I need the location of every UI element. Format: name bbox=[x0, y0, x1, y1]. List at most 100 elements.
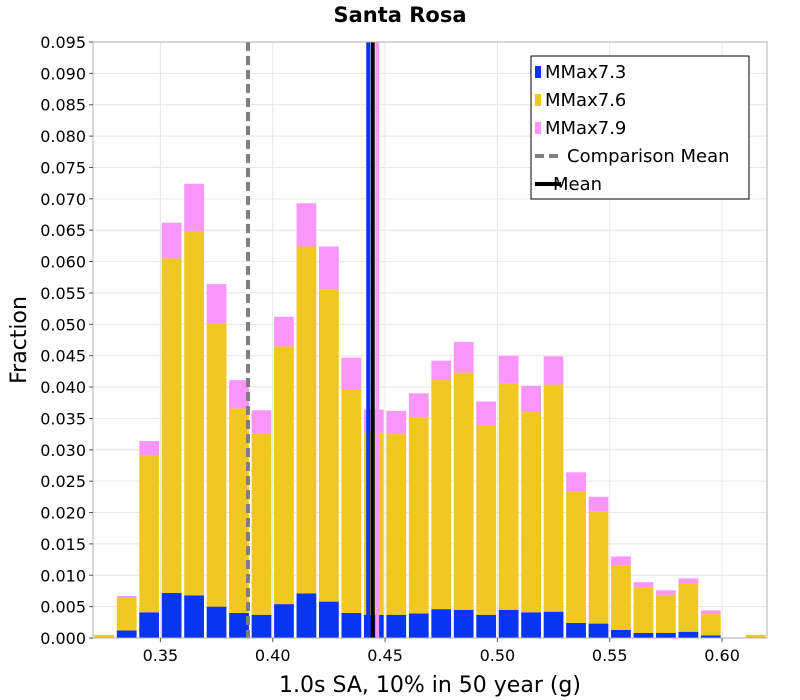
chart-title: Santa Rosa bbox=[333, 3, 466, 27]
bar-segment-mmax7-9 bbox=[274, 316, 294, 347]
bar-segment-mmax7-6 bbox=[656, 594, 676, 633]
bar-segment-mmax7-3 bbox=[588, 623, 609, 638]
bar-segment-mmax7-6 bbox=[319, 289, 339, 602]
bar-segment-mmax7-3 bbox=[453, 609, 474, 638]
legend-swatch bbox=[535, 122, 541, 134]
bar-segment-mmax7-9 bbox=[566, 472, 586, 492]
y-tick-label: 0.000 bbox=[40, 629, 86, 648]
bar-segment-mmax7-9 bbox=[116, 595, 137, 598]
bar-segment-mmax7-6 bbox=[251, 433, 272, 615]
x-tick-label: 0.50 bbox=[480, 646, 516, 665]
bar-segment-mmax7-9 bbox=[341, 357, 362, 389]
bar-segment-mmax7-9 bbox=[678, 578, 699, 584]
bar-segment-mmax7-6 bbox=[139, 455, 160, 613]
y-tick-label: 0.010 bbox=[40, 566, 86, 585]
bar-segment-mmax7-9 bbox=[431, 360, 452, 381]
bar-segment-mmax7-9 bbox=[656, 590, 676, 595]
bar-segment-mmax7-6 bbox=[566, 491, 586, 623]
vertical-lines-layer bbox=[246, 42, 380, 638]
y-tick-label: 0.060 bbox=[40, 253, 86, 272]
bar-segment-mmax7-6 bbox=[678, 583, 699, 632]
bar-segment-mmax7-3 bbox=[521, 612, 541, 638]
bar-segment-mmax7-9 bbox=[543, 356, 564, 385]
legend-label: MMax7.9 bbox=[545, 118, 626, 139]
bar-segment-mmax7-9 bbox=[161, 222, 182, 259]
bar-segment-mmax7-6 bbox=[611, 565, 631, 630]
y-tick-label: 0.055 bbox=[40, 284, 86, 303]
bar-segment-mmax7-9 bbox=[611, 556, 631, 566]
bar-segment-mmax7-6 bbox=[476, 425, 497, 615]
legend-label: MMax7.6 bbox=[545, 90, 626, 111]
bar-segment-mmax7-6 bbox=[206, 323, 227, 607]
bar-segment-mmax7-3 bbox=[700, 635, 721, 638]
legend-swatch bbox=[535, 66, 541, 78]
bar-segment-mmax7-6 bbox=[94, 634, 115, 638]
bar-segment-mmax7-3 bbox=[251, 614, 272, 638]
y-tick-label: 0.005 bbox=[40, 598, 86, 617]
y-tick-label: 0.075 bbox=[40, 158, 86, 177]
x-axis-title: 1.0s SA, 10% in 50 year (g) bbox=[279, 673, 581, 698]
y-axis-ticks: 0.000 0.005 0.010 0.015 0.020 0.025 0.030 0.035… bbox=[40, 33, 93, 648]
bar-segment-mmax7-9 bbox=[633, 582, 654, 588]
bar-segment-mmax7-6 bbox=[633, 587, 654, 633]
bar-segment-mmax7-6 bbox=[543, 384, 564, 612]
bar-segment-mmax7-9 bbox=[476, 401, 497, 426]
y-tick-label: 0.035 bbox=[40, 409, 86, 428]
legend-box bbox=[530, 55, 750, 200]
y-tick-label: 0.015 bbox=[40, 535, 86, 554]
bar-segment-mmax7-9 bbox=[408, 393, 429, 418]
bar-segment-mmax7-6 bbox=[341, 388, 362, 613]
bar-segment-mmax7-3 bbox=[139, 612, 160, 638]
bar-segment-mmax7-6 bbox=[229, 408, 249, 613]
bar-segment-mmax7-3 bbox=[319, 601, 339, 638]
bar-segment-mmax7-6 bbox=[274, 346, 294, 605]
bar-segment-mmax7-3 bbox=[633, 632, 654, 638]
bar-segment-mmax7-9 bbox=[386, 410, 407, 435]
legend-label: MMax7.3 bbox=[545, 62, 626, 83]
y-tick-label: 0.085 bbox=[40, 96, 86, 115]
bar-segment-mmax7-3 bbox=[543, 611, 564, 638]
bar-segment-mmax7-9 bbox=[521, 385, 541, 413]
bar-segment-mmax7-6 bbox=[745, 634, 766, 638]
bar-segment-mmax7-3 bbox=[184, 595, 204, 638]
grid-layer bbox=[93, 41, 767, 639]
bar-segment-mmax7-3 bbox=[408, 613, 429, 638]
bar-segment-mmax7-9 bbox=[251, 410, 272, 434]
legend: MMax7.3 MMax7.6 MMax7.9 Comparison Mean Mean bbox=[530, 55, 750, 200]
bar-segment-mmax7-6 bbox=[431, 380, 452, 610]
bar-segment-mmax7-9 bbox=[588, 496, 609, 512]
y-tick-label: 0.040 bbox=[40, 378, 86, 397]
bar-segment-mmax7-9 bbox=[229, 380, 249, 409]
bar-segment-mmax7-3 bbox=[274, 604, 294, 638]
y-tick-label: 0.090 bbox=[40, 64, 86, 83]
x-tick-label: 0.60 bbox=[704, 646, 740, 665]
bar-segment-mmax7-6 bbox=[184, 230, 204, 596]
bar-segment-mmax7-6 bbox=[700, 614, 721, 636]
bar-segment-mmax7-6 bbox=[386, 434, 407, 615]
y-tick-label: 0.050 bbox=[40, 315, 86, 334]
bar-segment-mmax7-3 bbox=[161, 592, 182, 638]
x-tick-label: 0.45 bbox=[367, 646, 403, 665]
x-axis-ticks: 0.35 0.40 0.45 0.50 0.55 0.60 bbox=[143, 638, 740, 665]
bar-segment-mmax7-9 bbox=[184, 183, 204, 231]
x-tick-label: 0.40 bbox=[255, 646, 291, 665]
legend-swatch bbox=[535, 94, 541, 106]
bar-segment-mmax7-3 bbox=[116, 630, 137, 638]
bar-segment-mmax7-3 bbox=[386, 614, 407, 638]
bar-segment-mmax7-6 bbox=[408, 417, 429, 614]
bars-layer bbox=[94, 183, 766, 638]
bar-segment-mmax7-6 bbox=[116, 597, 137, 631]
bar-segment-mmax7-9 bbox=[498, 355, 519, 384]
bar-segment-mmax7-9 bbox=[700, 610, 721, 615]
y-tick-label: 0.065 bbox=[40, 221, 86, 240]
y-axis-title: Fraction bbox=[7, 296, 32, 384]
bar-segment-mmax7-3 bbox=[296, 593, 317, 638]
bar-segment-mmax7-6 bbox=[588, 511, 609, 624]
x-tick-label: 0.35 bbox=[143, 646, 179, 665]
legend-label: Comparison Mean bbox=[567, 146, 730, 167]
bar-segment-mmax7-3 bbox=[656, 632, 676, 638]
plot-frame bbox=[92, 41, 768, 639]
bar-segment-mmax7-3 bbox=[678, 631, 699, 638]
